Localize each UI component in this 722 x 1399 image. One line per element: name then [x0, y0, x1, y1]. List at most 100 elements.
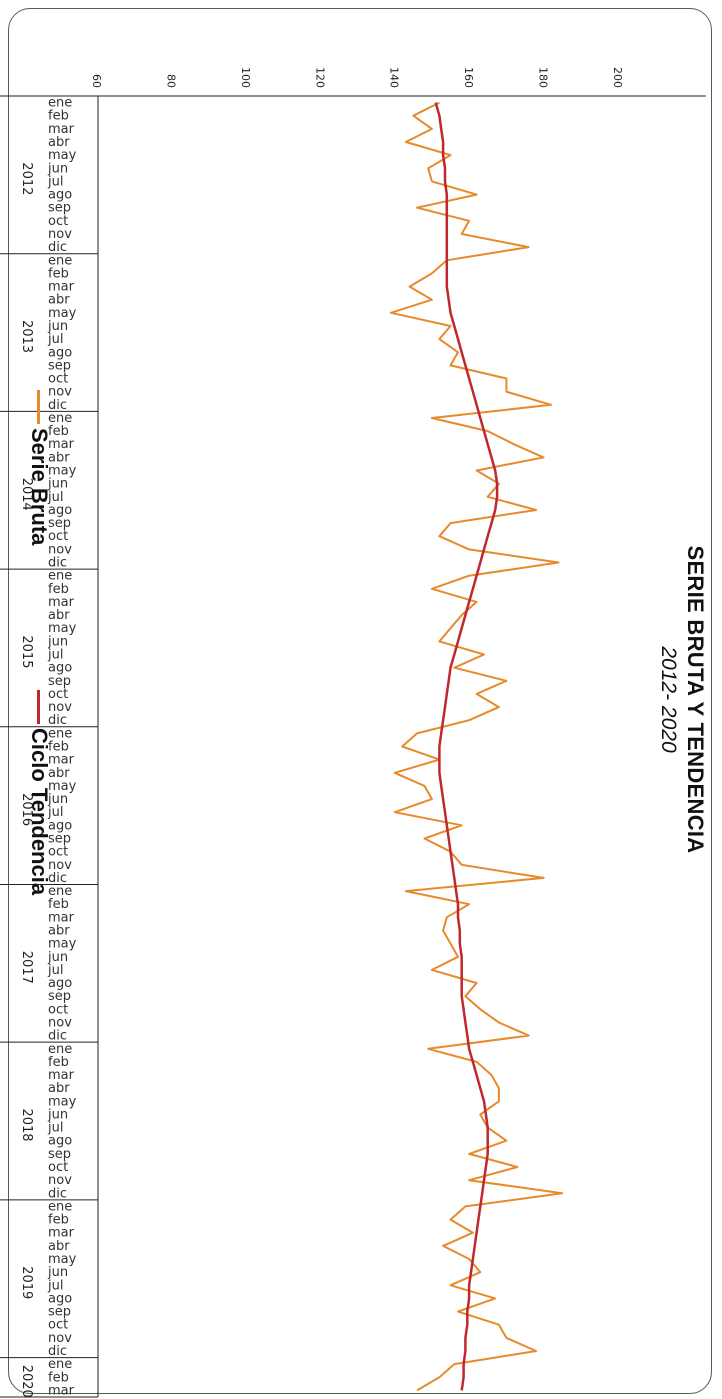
month-tick-label: oct [48, 1002, 68, 1017]
y-tick-label: 140 [388, 67, 401, 88]
year-tick-label: 2016 [19, 793, 34, 826]
month-tick-label: jul [47, 805, 63, 820]
month-tick-label: feb [48, 424, 69, 439]
month-tick-label: abr [48, 1081, 70, 1096]
month-tick-label: mar [48, 280, 75, 295]
year-tick-label: 2012 [19, 162, 34, 195]
legend-item-ciclo-tendencia: Ciclo Tendencia [24, 690, 54, 895]
month-tick-label: sep [48, 989, 71, 1004]
month-tick-label: oct [48, 214, 68, 229]
month-tick-label: jun [47, 1265, 68, 1280]
month-tick-label: abr [48, 766, 70, 781]
month-tick-label: dic [48, 398, 67, 413]
month-tick-label: feb [48, 266, 69, 281]
month-tick-label: ago [48, 1291, 72, 1306]
month-tick-label: ene [48, 884, 72, 899]
month-tick-label: feb [48, 1370, 69, 1385]
month-tick-label: jul [47, 963, 63, 978]
y-tick-label: 180 [537, 67, 550, 88]
month-tick-label: ene [48, 411, 72, 426]
month-tick-label: sep [48, 358, 71, 373]
month-tick-label: ago [48, 188, 72, 203]
month-tick-label: mar [48, 910, 75, 925]
month-tick-label: sep [48, 1305, 71, 1320]
month-tick-label: mar [48, 122, 75, 137]
month-tick-label: dic [48, 240, 67, 255]
month-tick-label: mar [48, 753, 75, 768]
month-tick-label: may [48, 306, 77, 321]
month-tick-label: mar [48, 595, 75, 610]
month-tick-label: dic [48, 713, 67, 728]
month-tick-label: abr [48, 608, 70, 623]
month-tick-label: may [48, 1252, 77, 1267]
month-tick-label: ene [48, 569, 72, 584]
month-tick-label: ago [48, 976, 72, 991]
month-tick-label: ene [48, 253, 72, 268]
y-tick-label: 160 [462, 67, 475, 88]
month-tick-label: may [48, 1094, 77, 1109]
month-tick-label: oct [48, 372, 68, 387]
month-tick-label: feb [48, 1055, 69, 1070]
month-tick-label: may [48, 937, 77, 952]
month-tick-label: abr [48, 293, 70, 308]
month-tick-label: dic [48, 1186, 67, 1201]
month-tick-label: dic [48, 556, 67, 571]
month-tick-label: may [48, 621, 77, 636]
y-tick-label: 120 [313, 67, 326, 88]
month-tick-label: may [48, 464, 77, 479]
month-tick-label: jun [47, 1107, 68, 1122]
y-tick-label: 200 [611, 67, 624, 88]
month-tick-label: jun [47, 477, 68, 492]
year-tick-label: 2013 [19, 320, 34, 353]
month-tick-label: ene [48, 96, 72, 111]
month-tick-label: ene [48, 726, 72, 741]
year-tick-label: 2014 [19, 478, 34, 511]
legend-label-serie-bruta: Serie Bruta [27, 428, 52, 546]
month-tick-label: sep [48, 201, 71, 216]
month-tick-label: jul [47, 332, 63, 347]
month-tick-label: jul [47, 1278, 63, 1293]
month-tick-label: sep [48, 516, 71, 531]
y-tick-label: 80 [164, 74, 177, 88]
month-tick-label: jun [47, 792, 68, 807]
month-tick-label: feb [48, 897, 69, 912]
month-tick-label: jun [47, 319, 68, 334]
month-tick-label: oct [48, 687, 68, 702]
month-tick-label: mar [48, 1226, 75, 1241]
month-tick-label: ene [48, 1042, 72, 1057]
month-tick-label: ene [48, 1199, 72, 1214]
month-tick-label: mar [48, 1068, 75, 1083]
month-tick-label: nov [48, 227, 72, 242]
month-tick-label: jun [47, 634, 68, 649]
series-line-ciclo-tendencia [434, 102, 499, 1391]
month-tick-label: ago [48, 345, 72, 360]
month-tick-label: sep [48, 674, 71, 689]
month-tick-label: abr [48, 1239, 70, 1254]
month-tick-label: nov [48, 858, 72, 873]
series-line-serie-bruta [390, 101, 564, 1392]
month-tick-label: jun [47, 161, 68, 176]
year-tick-label: 2015 [19, 635, 34, 668]
month-tick-label: nov [48, 1331, 72, 1346]
month-tick-label: jun [47, 950, 68, 965]
month-tick-label: dic [48, 1344, 67, 1359]
year-tick-label: 2020 [19, 1365, 34, 1398]
legend-swatch-ciclo-tendencia [37, 690, 41, 724]
month-tick-label: oct [48, 1160, 68, 1175]
month-tick-label: jul [47, 174, 63, 189]
month-tick-label: may [48, 779, 77, 794]
month-tick-label: ago [48, 818, 72, 833]
month-tick-label: oct [48, 529, 68, 544]
month-tick-label: oct [48, 845, 68, 860]
year-tick-label: 2018 [19, 1108, 34, 1141]
y-tick-label: 100 [239, 67, 252, 88]
month-tick-label: sep [48, 831, 71, 846]
chart-frame [8, 8, 712, 1394]
legend-item-serie-bruta: Serie Bruta [24, 390, 54, 545]
month-tick-label: nov [48, 1015, 72, 1030]
y-tick-label: 60 [90, 74, 103, 88]
month-tick-label: nov [48, 385, 72, 400]
